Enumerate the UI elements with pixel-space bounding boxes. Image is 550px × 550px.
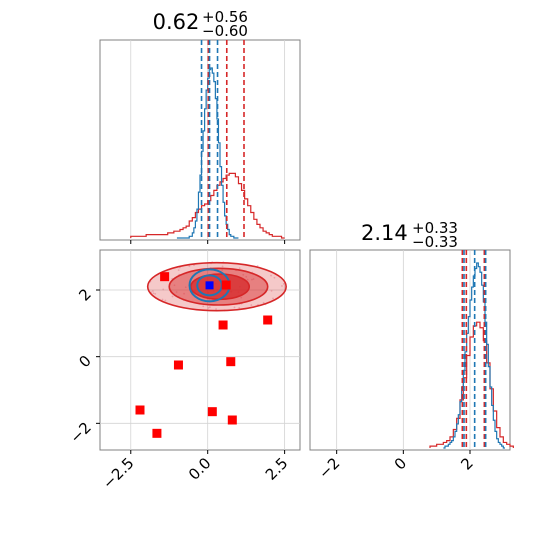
red-contour-2 [189,273,251,301]
top-title-sub: −0.60 [202,22,248,40]
sample-dot [238,267,241,270]
red-point-3 [263,315,273,325]
top-histogram-title: 0.62 [153,10,200,34]
top-red-histogram [130,172,285,239]
scatter-ytick-label-2: 2 [75,285,94,304]
sample-dot [175,291,178,293]
top-histogram-panel: 0.62 +0.56 −0.60 [99,8,301,244]
sample-dot [162,288,165,291]
sample-dot [272,297,274,300]
sample-dot [151,290,154,292]
right-red-histogram [429,321,514,448]
red-point-1 [221,280,231,290]
sample-dot [273,276,276,279]
sample-dot [238,306,241,309]
sample-dot [282,283,285,285]
sample-dot [221,269,224,272]
red-point-7 [207,407,217,417]
sample-dot [281,285,283,287]
red-point-4 [173,360,183,370]
sample-dot [221,265,224,268]
sample-dot [252,278,255,280]
scatter-xtick-label-2: 2.5 [262,454,292,484]
sample-dot [183,292,185,295]
top-quantile-lines [200,40,245,240]
top-title-value: 0.62 [153,10,200,34]
scatter-red-points [135,272,273,438]
sample-dot [207,306,210,309]
red-point-5 [226,357,236,367]
sample-dot [251,278,253,281]
sample-dot [270,289,273,292]
scatter-xtick-label-0: −2.5 [99,454,137,492]
red-point-6 [135,405,145,415]
blue-point [205,281,214,290]
sample-dot [202,305,205,308]
sample-dot [240,296,243,299]
right-quantile-lines [461,250,487,450]
right-histogram-xticks: −2 0 2 [315,450,477,482]
sample-dot [184,286,187,289]
sample-dot [173,284,176,287]
sample-dot [215,308,217,310]
sample-dot [188,265,191,268]
red-point-8 [227,415,237,425]
right-xtick-label-0: −2 [315,454,343,482]
red-point-2 [218,320,228,330]
sample-dot [250,304,253,306]
right-title-sup: +0.33 [412,219,458,237]
sample-dot [270,274,272,277]
right-title-sub: −0.33 [412,233,458,251]
red-point-0 [160,272,170,282]
scatter-yticks: −2 0 2 [66,285,100,447]
top-title-sup: +0.56 [202,8,248,26]
sample-dot [171,295,174,298]
scatter-ytick-label-1: 0 [75,352,94,371]
sample-dot [152,292,155,295]
sample-dot [242,273,245,276]
sample-dot [262,301,265,304]
sample-dot [245,275,248,278]
sample-dot [233,306,236,309]
sample-dot [177,269,180,272]
scatter-ytick-label-0: −2 [66,418,94,446]
right-title-value: 2.14 [361,221,408,245]
right-histogram-panel: −2 0 2 2.14 +0.33 −0.33 [309,219,514,482]
right-xtick-label-1: 0 [391,454,410,473]
scatter-panel: −2.5 0.0 2.5 −2 0 2 [66,249,301,493]
scatter-blue-point-group [205,281,214,290]
sample-dot [161,298,164,301]
red-point-9 [152,428,162,438]
scatter-xtick-label-1: 0.0 [185,454,215,484]
sample-dot [208,306,211,309]
scatter-xticks: −2.5 0.0 2.5 [99,450,291,493]
top-histogram-frame [99,39,301,241]
right-xtick-label-2: 2 [457,454,476,473]
sample-dot [154,292,157,295]
sample-dot [164,299,167,302]
top-histogram-xticks [130,240,286,244]
right-histogram-frame [309,249,511,451]
sample-dot [246,278,249,281]
